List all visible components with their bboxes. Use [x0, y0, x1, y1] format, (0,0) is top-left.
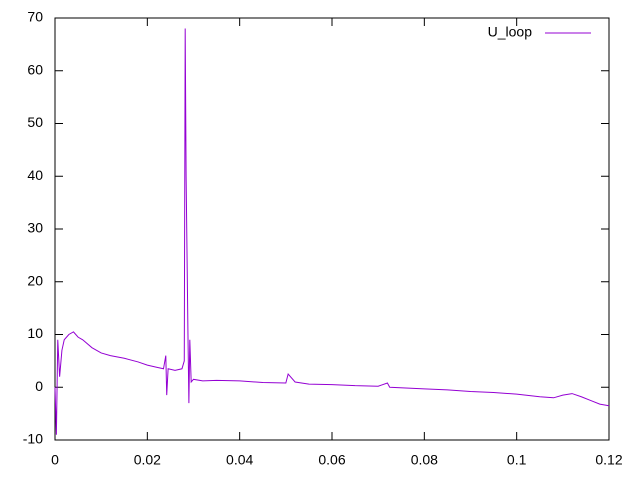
- plot-border: [54, 17, 610, 441]
- data-line: [54, 28, 610, 435]
- x-tick-label: 0: [51, 452, 59, 468]
- legend-label: U_loop: [488, 24, 533, 40]
- y-tick-label: 50: [27, 114, 43, 130]
- x-tick-label: 0.06: [318, 452, 345, 468]
- x-tick-label: 0.08: [411, 452, 438, 468]
- y-tick-label: 20: [27, 272, 43, 288]
- y-tick-label: 10: [27, 325, 43, 341]
- y-tick-label: -10: [23, 431, 43, 447]
- y-tick-label: 30: [27, 220, 43, 236]
- x-tick-label: 0.04: [226, 452, 253, 468]
- y-tick-label: 0: [35, 378, 43, 394]
- x-tick-label: 0.1: [507, 452, 527, 468]
- x-tick-label: 0.02: [134, 452, 161, 468]
- y-tick-label: 40: [27, 167, 43, 183]
- x-tick-label: 0.12: [595, 452, 622, 468]
- y-tick-label: 70: [27, 9, 43, 25]
- y-tick-label: 60: [27, 61, 43, 77]
